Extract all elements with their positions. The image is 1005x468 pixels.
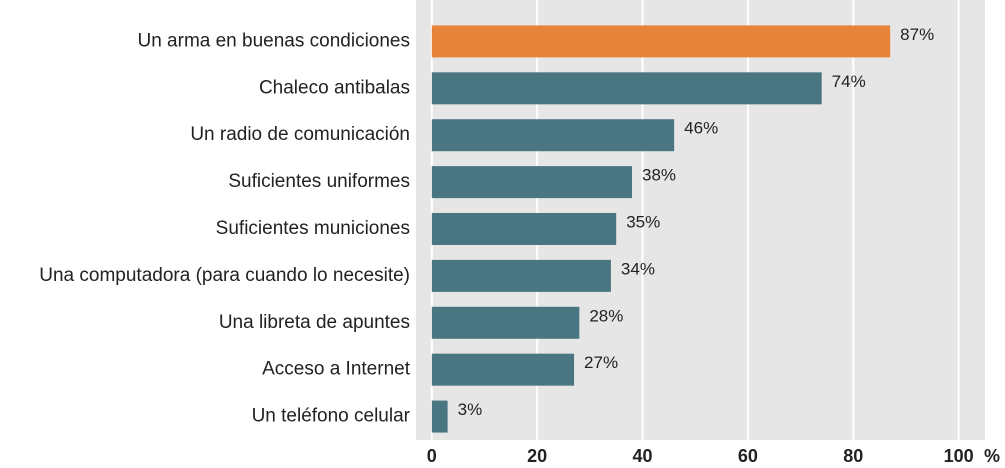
data-label: 34% — [621, 259, 655, 278]
x-tick-label: 100 — [944, 446, 974, 466]
bar — [431, 119, 675, 152]
y-tick-label: Una libreta de apuntes — [219, 312, 410, 333]
data-label: 46% — [684, 119, 718, 138]
y-tick-label: Un teléfono celular — [252, 406, 411, 427]
data-label: 38% — [642, 166, 676, 185]
data-label: 35% — [626, 212, 660, 231]
bar — [431, 72, 822, 105]
y-tick-label: Chaleco antibalas — [259, 77, 410, 98]
y-tick-label: Suficientes uniformes — [228, 171, 410, 192]
x-tick-label: 40 — [633, 446, 653, 466]
data-label: 28% — [589, 306, 623, 325]
bar — [431, 400, 448, 433]
y-tick-label: Una computadora (para cuando lo necesite… — [39, 265, 410, 286]
y-tick-label: Un arma en buenas condiciones — [137, 30, 410, 51]
x-tick-label: 60 — [738, 446, 758, 466]
data-label: 87% — [900, 25, 934, 44]
x-tick-label: 0 — [427, 446, 437, 466]
data-label: 3% — [458, 400, 483, 419]
bar — [431, 306, 580, 339]
data-label: 74% — [832, 72, 866, 91]
y-tick-label: Un radio de comunicación — [190, 124, 410, 145]
x-tick-label: 20 — [527, 446, 547, 466]
data-label: 27% — [584, 353, 618, 372]
bar — [431, 353, 575, 386]
x-axis-label: % — [984, 446, 1000, 466]
y-tick-label: Suficientes municiones — [216, 218, 410, 239]
bar — [431, 25, 891, 58]
bar — [431, 213, 617, 245]
y-tick-label: Acceso a Internet — [262, 359, 411, 380]
bar — [431, 166, 633, 199]
bar — [431, 259, 611, 292]
x-tick-label: 80 — [843, 446, 863, 466]
